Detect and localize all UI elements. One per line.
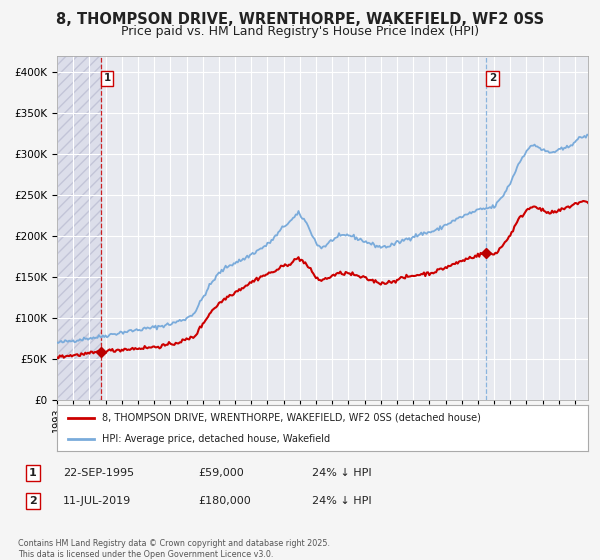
Text: 2: 2 bbox=[489, 73, 496, 83]
Text: 8, THOMPSON DRIVE, WRENTHORPE, WAKEFIELD, WF2 0SS: 8, THOMPSON DRIVE, WRENTHORPE, WAKEFIELD… bbox=[56, 12, 544, 27]
Text: 1: 1 bbox=[29, 468, 37, 478]
Text: 11-JUL-2019: 11-JUL-2019 bbox=[63, 496, 131, 506]
Text: 1: 1 bbox=[103, 73, 111, 83]
Text: HPI: Average price, detached house, Wakefield: HPI: Average price, detached house, Wake… bbox=[102, 435, 330, 444]
Text: 8, THOMPSON DRIVE, WRENTHORPE, WAKEFIELD, WF2 0SS (detached house): 8, THOMPSON DRIVE, WRENTHORPE, WAKEFIELD… bbox=[102, 413, 481, 423]
Text: 2: 2 bbox=[29, 496, 37, 506]
Text: 24% ↓ HPI: 24% ↓ HPI bbox=[312, 496, 371, 506]
Bar bbox=[57, 56, 101, 400]
Text: Contains HM Land Registry data © Crown copyright and database right 2025.
This d: Contains HM Land Registry data © Crown c… bbox=[18, 539, 330, 559]
Text: 22-SEP-1995: 22-SEP-1995 bbox=[63, 468, 134, 478]
Text: £59,000: £59,000 bbox=[198, 468, 244, 478]
Text: Price paid vs. HM Land Registry's House Price Index (HPI): Price paid vs. HM Land Registry's House … bbox=[121, 25, 479, 38]
Text: 24% ↓ HPI: 24% ↓ HPI bbox=[312, 468, 371, 478]
Text: £180,000: £180,000 bbox=[198, 496, 251, 506]
